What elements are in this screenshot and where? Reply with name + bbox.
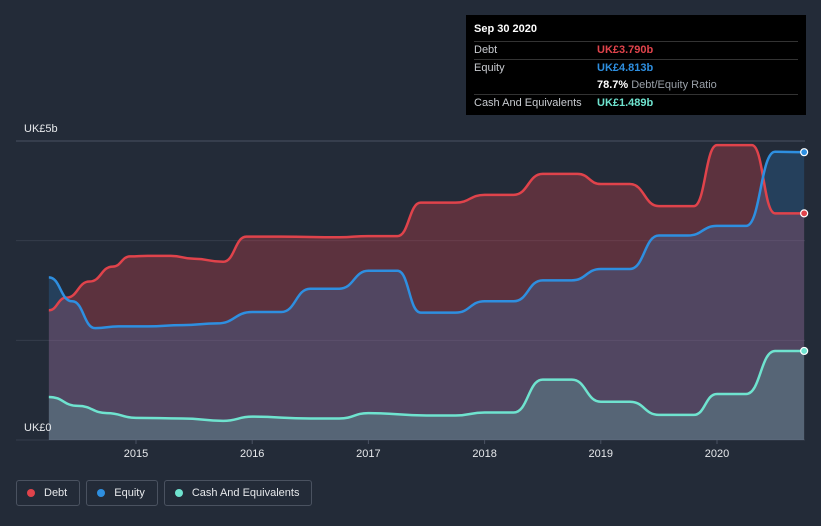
y-axis-bottom-label: UK£0: [24, 422, 52, 434]
cash-area: [48, 350, 805, 440]
tooltip-date: Sep 30 2020: [474, 23, 537, 35]
tooltip-row-equity: Equity UK£4.813b: [474, 59, 798, 77]
x-tick-label: 2020: [705, 448, 729, 460]
x-tick-label: 2015: [124, 448, 148, 460]
legend-dot-icon: [174, 489, 183, 497]
x-tick-label: 2018: [472, 448, 496, 460]
tooltip-label: [474, 77, 597, 94]
legend-label: Cash And Equivalents: [191, 487, 300, 499]
legend-item-debt[interactable]: Debt: [16, 480, 81, 506]
legend: Debt Equity Cash And Equivalents: [16, 480, 313, 506]
tooltip-label: Equity: [474, 62, 505, 74]
legend-dot-icon: [97, 489, 106, 497]
legend-item-cash[interactable]: Cash And Equivalents: [163, 480, 313, 506]
legend-item-equity[interactable]: Equity: [86, 480, 158, 506]
tooltip-value: UK£1.489b: [597, 97, 654, 109]
cash-end-point: [800, 346, 809, 356]
y-axis-top-label: UK£5b: [24, 123, 58, 135]
x-tick-label: 2017: [356, 448, 380, 460]
cash-line: [48, 349, 805, 423]
legend-dot-icon: [27, 489, 35, 497]
equity-end-point: [800, 148, 809, 157]
tooltip-label: Cash And Equivalents: [474, 97, 582, 109]
debt-line: [48, 143, 805, 312]
tooltip-value: UK£3.790b: [597, 44, 654, 56]
tooltip-value: 78.7%: [597, 79, 629, 91]
tooltip-value: UK£4.813b: [597, 62, 654, 74]
equity-area: [48, 151, 805, 440]
legend-label: Debt: [44, 487, 68, 499]
x-tick-label: 2019: [589, 448, 613, 460]
tooltip-row-ratio: 78.7% Debt/Equity Ratio: [474, 77, 798, 94]
tooltip-row-cash: Cash And Equivalents UK£1.489b: [474, 94, 798, 112]
debt-area: [48, 145, 805, 440]
x-tick-label: 2016: [240, 448, 264, 460]
debt-end-point: [800, 209, 809, 218]
equity-line: [48, 150, 805, 330]
tooltip-ratio-label: Debt/Equity Ratio: [631, 79, 717, 91]
tooltip-label: Debt: [474, 44, 498, 56]
legend-label: Equity: [114, 487, 145, 499]
tooltip-row-debt: Debt UK£3.790b: [474, 41, 798, 59]
tooltip-panel: Sep 30 2020 Debt UK£3.790b Equity UK£4.8…: [466, 15, 806, 115]
